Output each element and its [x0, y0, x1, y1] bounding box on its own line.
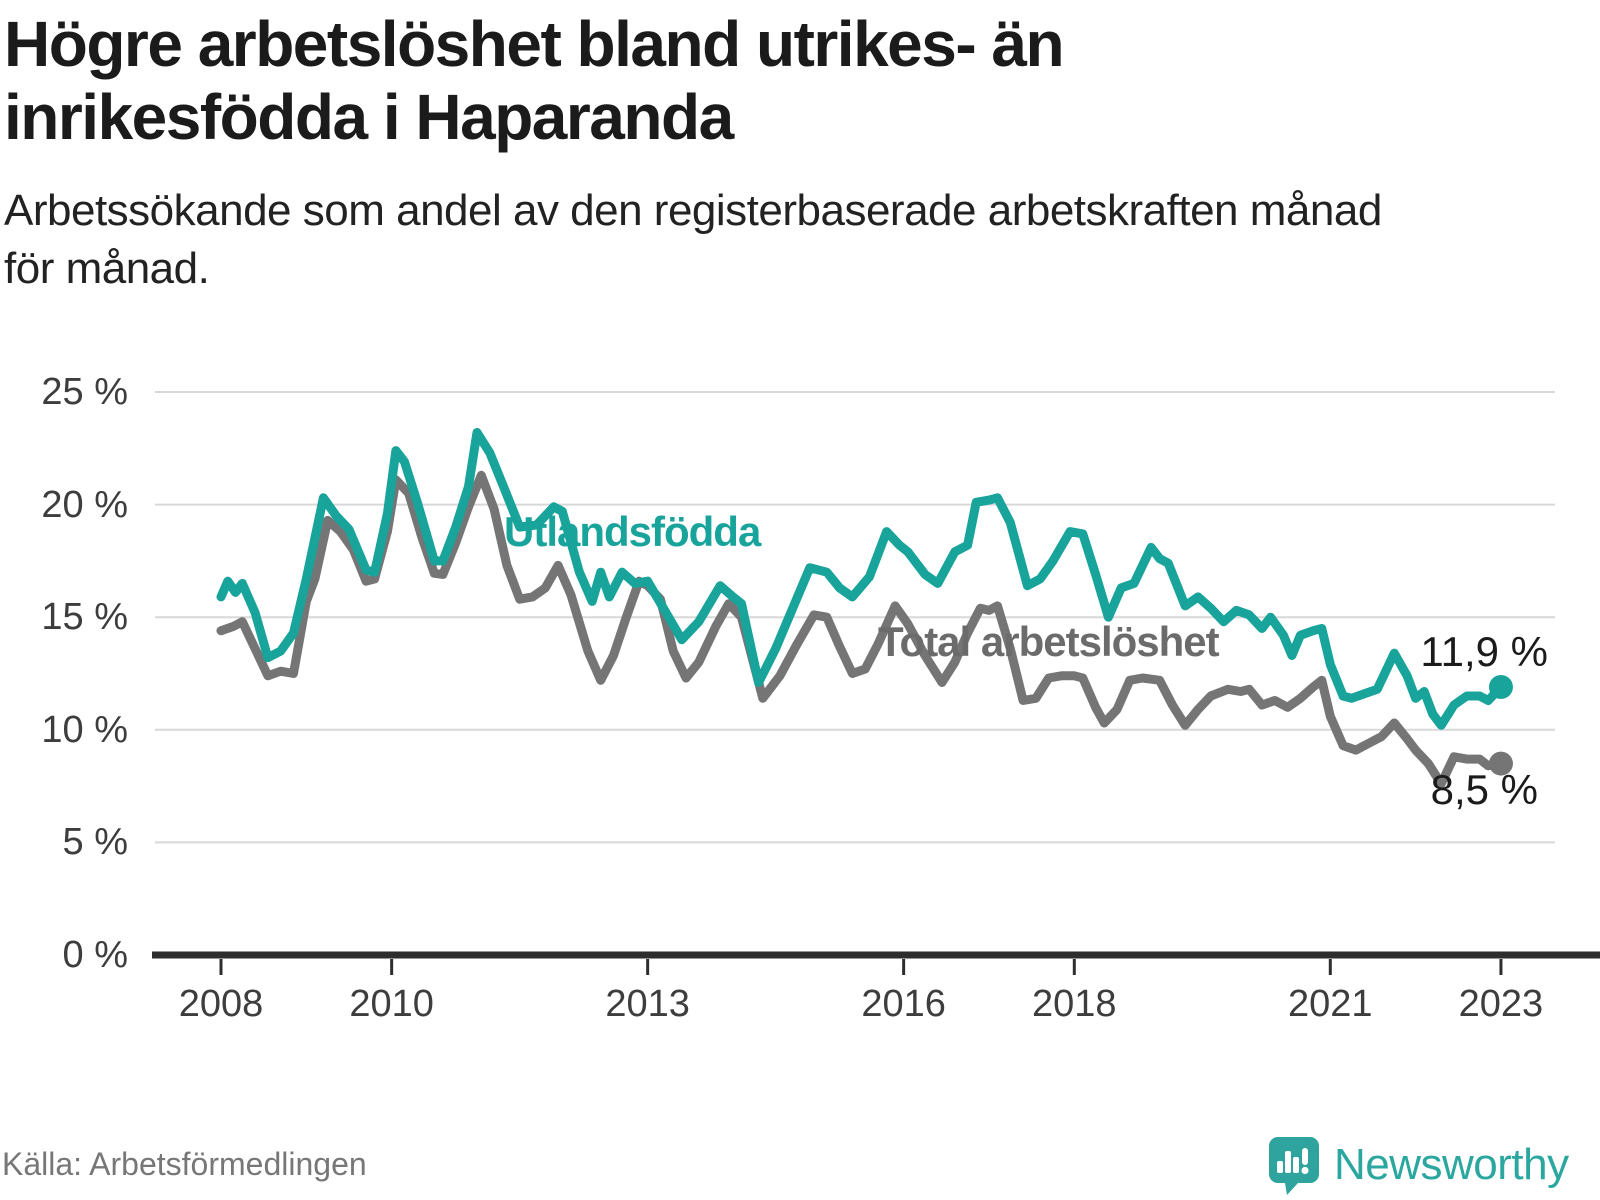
series-label-utlandsfodda: Utlandsfödda	[504, 508, 761, 555]
x-axis-label-2018: 2018	[1032, 983, 1117, 1025]
end-value-total: 8,5 %	[1430, 766, 1538, 813]
x-axis-label-2016: 2016	[861, 983, 946, 1025]
newsworthy-logo-text: Newsworthy	[1334, 1140, 1569, 1189]
x-axis-label-2021: 2021	[1288, 983, 1373, 1025]
subtitle-line-2: för månad.	[4, 244, 210, 293]
end-dot-utlandsf-dda	[1488, 675, 1513, 700]
x-axis-label-2023: 2023	[1458, 983, 1544, 1025]
x-axis-label-2008: 2008	[178, 983, 264, 1025]
page-title: Högre arbetslöshet bland utrikes- än inr…	[4, 8, 1065, 154]
source-note: Källa: Arbetsförmedlingen	[2, 1146, 367, 1182]
x-axis-label-2010: 2010	[349, 983, 434, 1025]
title-line-2: inrikesfödda i Haparanda	[4, 81, 734, 153]
series-label-total-arbetsloshet: Total arbetslöshet	[878, 618, 1220, 665]
end-dot-total-arbetsl-shet	[1488, 751, 1513, 776]
y-axis-label-10: 10 %	[41, 708, 128, 751]
y-axis-label-15: 15 %	[41, 596, 128, 639]
newsworthy-logo: Newsworthy	[1268, 1136, 1569, 1200]
newsworthy-logo-icon	[1269, 1137, 1319, 1195]
subtitle-line-1: Arbetssökande som andel av den registerb…	[4, 186, 1382, 235]
chart-subtitle: Arbetssökande som andel av den registerb…	[4, 182, 1382, 298]
series-line-utlandsf-dda	[216, 428, 1506, 730]
title-line-1: Högre arbetslöshet bland utrikes- än	[4, 8, 1065, 80]
y-axis-label-0: 0 %	[62, 934, 128, 976]
end-value-utlandsfodda: 11,9 %	[1420, 628, 1548, 675]
y-axis-label-20: 20 %	[41, 483, 128, 526]
y-axis-label-25: 25 %	[41, 371, 128, 413]
y-axis-label-5: 5 %	[62, 821, 128, 864]
series-line-total-arbetsl-shet	[216, 470, 1506, 789]
x-axis-label-2013: 2013	[605, 983, 690, 1025]
